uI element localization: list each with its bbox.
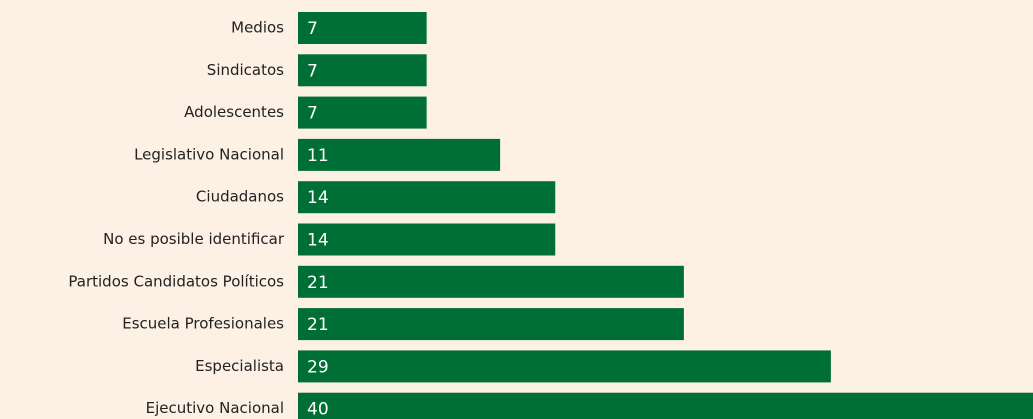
category-label: Ciudadanos (196, 188, 284, 206)
bar (298, 96, 427, 129)
bar (298, 12, 427, 44)
bar (298, 54, 427, 87)
bar (298, 265, 684, 298)
bar (298, 181, 556, 214)
bar (298, 138, 501, 171)
category-label: No es posible identificar (103, 230, 285, 248)
bar (298, 392, 1033, 419)
category-label: Adolescentes (184, 103, 284, 121)
value-label: 7 (307, 104, 318, 124)
category-label: Partidos Candidatos Políticos (68, 272, 284, 290)
value-label: 21 (307, 315, 329, 335)
value-label: 40 (307, 400, 329, 419)
category-label: Medios (231, 19, 284, 37)
category-label: Escuela Profesionales (122, 315, 284, 333)
bar (298, 223, 556, 256)
bar (298, 308, 684, 341)
value-label: 11 (307, 146, 329, 166)
category-label: Legislativo Nacional (134, 145, 284, 163)
value-label: 14 (307, 231, 329, 251)
value-label: 29 (307, 357, 329, 377)
value-label: 7 (307, 61, 318, 81)
value-label: 7 (307, 19, 318, 39)
value-label: 21 (307, 273, 329, 293)
bar (298, 350, 831, 383)
category-label: Ejecutivo Nacional (146, 399, 284, 417)
category-label: Sindicatos (207, 61, 284, 79)
value-label: 14 (307, 188, 329, 208)
category-label: Especialista (195, 357, 284, 375)
